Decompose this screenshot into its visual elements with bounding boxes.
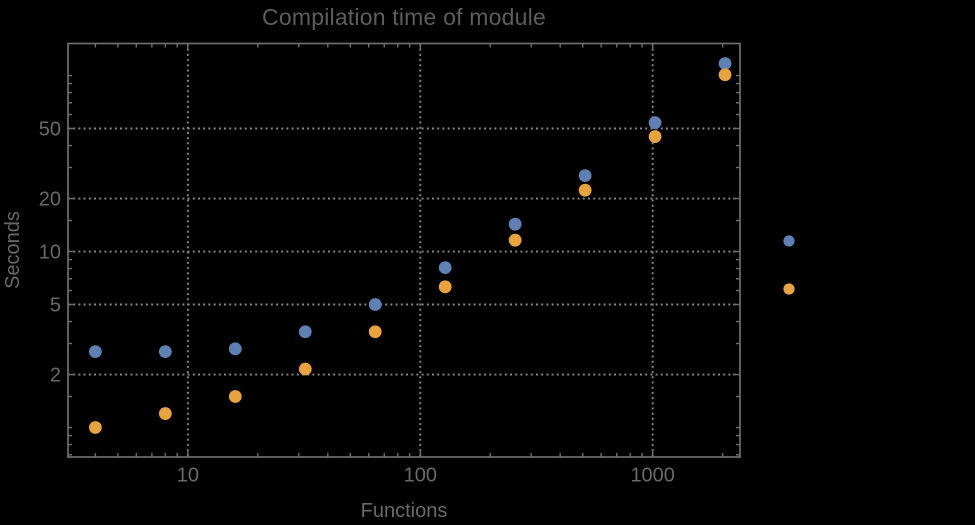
legend-marker-series-2 (783, 283, 795, 295)
legend-marker-series-1 (783, 235, 795, 247)
y-tick-label: 10 (39, 242, 61, 264)
data-point-series-2 (648, 130, 662, 143)
data-point-series-1 (228, 342, 242, 356)
y-axis-label: Seconds (2, 211, 24, 289)
y-tick-label: 2 (50, 365, 61, 387)
x-tick-label: 1000 (630, 465, 675, 487)
data-point-series-1 (648, 116, 662, 130)
data-point-series-2 (438, 280, 452, 294)
data-point-series-1 (88, 345, 102, 358)
data-point-series-1 (718, 57, 732, 70)
chart-title: Compilation time of module (262, 4, 546, 30)
x-axis-label: Functions (360, 500, 448, 522)
data-point-series-1 (158, 345, 172, 358)
y-tick-label: 20 (39, 189, 61, 211)
data-point-series-1 (508, 217, 522, 231)
x-tick-label: 100 (404, 465, 437, 487)
data-point-series-2 (298, 362, 312, 376)
data-point-series-2 (158, 407, 172, 420)
data-point-series-2 (578, 183, 592, 197)
data-point-series-1 (368, 298, 382, 311)
data-point-series-1 (438, 261, 452, 275)
data-point-series-2 (718, 68, 732, 82)
y-tick-label: 50 (39, 118, 61, 140)
data-point-series-2 (228, 390, 242, 403)
plot-frame (67, 42, 741, 458)
x-tick-label: 10 (177, 465, 199, 487)
data-point-series-2 (88, 421, 102, 434)
data-point-series-1 (298, 325, 312, 339)
data-point-series-2 (508, 233, 522, 247)
data-point-series-1 (578, 169, 592, 182)
data-point-series-2 (368, 325, 382, 339)
y-tick-label: 5 (50, 294, 61, 316)
